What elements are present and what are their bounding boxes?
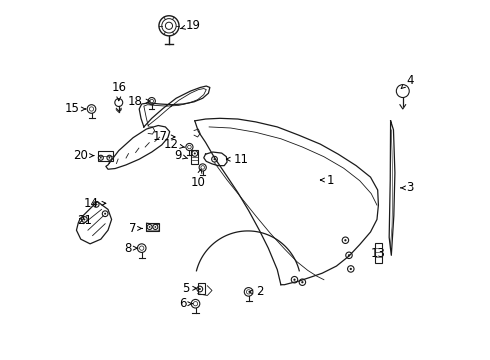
Text: 16: 16 <box>111 81 126 101</box>
Circle shape <box>154 226 156 228</box>
Circle shape <box>348 254 350 256</box>
Circle shape <box>199 288 201 290</box>
Circle shape <box>100 157 102 159</box>
Text: 8: 8 <box>124 242 138 255</box>
Text: 14: 14 <box>84 197 106 210</box>
Circle shape <box>344 239 346 241</box>
Bar <box>147 223 159 231</box>
Text: 19: 19 <box>180 19 201 32</box>
Circle shape <box>301 281 303 283</box>
Bar <box>191 150 198 164</box>
Text: 21: 21 <box>77 214 92 227</box>
Text: 1: 1 <box>320 174 334 186</box>
Circle shape <box>149 226 150 228</box>
Text: 9: 9 <box>175 149 188 162</box>
Text: 17: 17 <box>153 130 175 144</box>
Text: 6: 6 <box>179 297 193 310</box>
Bar <box>197 283 205 294</box>
Text: 10: 10 <box>190 169 205 189</box>
Circle shape <box>350 268 352 270</box>
Bar <box>375 243 382 263</box>
Text: 4: 4 <box>401 74 414 89</box>
Text: 13: 13 <box>371 247 386 260</box>
Circle shape <box>214 158 216 160</box>
Text: 5: 5 <box>182 282 196 295</box>
Text: 18: 18 <box>128 95 150 108</box>
Circle shape <box>294 279 295 281</box>
Text: 3: 3 <box>401 181 414 194</box>
Circle shape <box>104 213 106 215</box>
Text: 7: 7 <box>129 222 142 235</box>
Text: 12: 12 <box>164 138 184 151</box>
Text: 20: 20 <box>73 149 94 162</box>
Circle shape <box>95 203 97 206</box>
Circle shape <box>109 157 110 159</box>
Circle shape <box>194 152 196 154</box>
Text: 15: 15 <box>65 103 86 116</box>
Circle shape <box>83 219 85 220</box>
Text: 2: 2 <box>249 285 263 298</box>
Text: 11: 11 <box>226 153 248 166</box>
